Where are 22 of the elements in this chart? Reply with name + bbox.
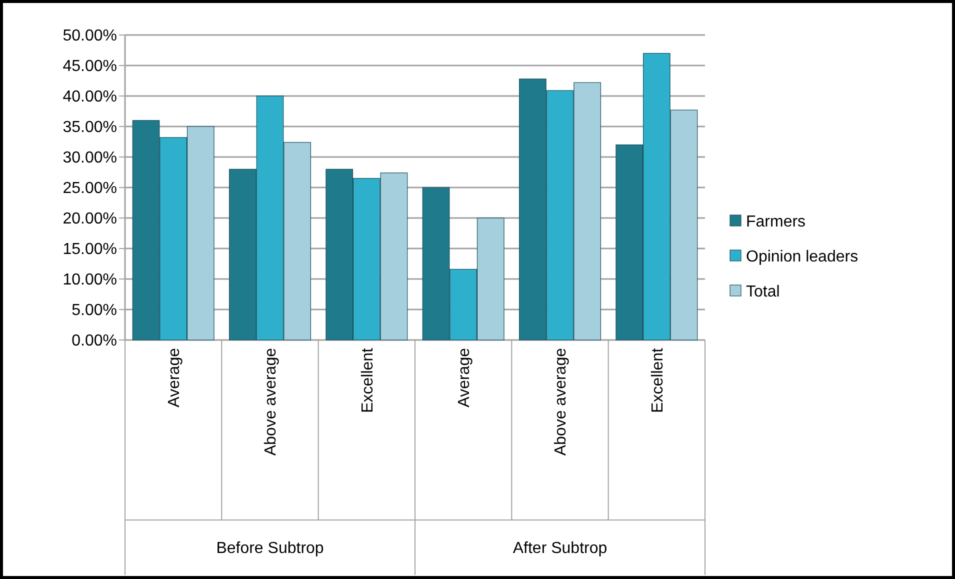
y-tick-label: 15.00% — [62, 241, 117, 258]
y-tick-label: 45.00% — [62, 58, 117, 76]
x-tick-label: Above average — [552, 348, 570, 456]
legend-label: Total — [746, 284, 780, 301]
y-tick-label: 20.00% — [62, 210, 117, 228]
x-tick-label: Above average — [262, 348, 280, 456]
text: After Subtrop — [512, 540, 608, 557]
text: Before Subtrop — [216, 540, 324, 557]
y-tick-label: 50.00% — [62, 28, 117, 45]
y-tick-label: 5.00% — [72, 302, 117, 320]
y-tick-label: 25.00% — [62, 180, 117, 198]
y-tick-label: 0.00% — [72, 332, 117, 350]
x-tick-label: Average — [456, 348, 473, 408]
y-tick-label: 10.00% — [62, 272, 117, 289]
legend-label: Opinion leaders — [746, 248, 858, 266]
y-tick-label: 40.00% — [62, 88, 117, 106]
x-tick-label: Excellent — [359, 347, 376, 413]
x-tick-label: Average — [166, 348, 183, 408]
y-tick-label: 35.00% — [62, 119, 117, 136]
x-tick-label: Excellent — [649, 347, 666, 413]
legend-label: Farmers — [746, 214, 806, 231]
y-tick-label: 30.00% — [62, 150, 117, 167]
